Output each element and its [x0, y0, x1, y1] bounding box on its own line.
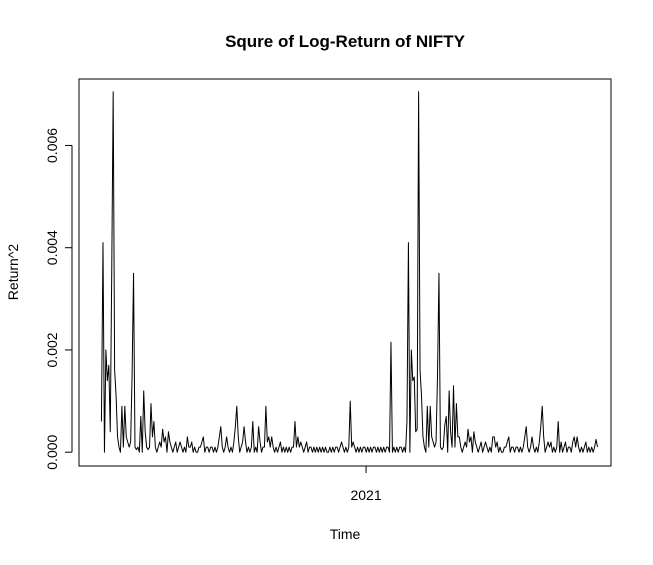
plot-frame [78, 78, 612, 467]
x-axis-label: Time [330, 526, 361, 542]
y-axis: 0.000 0.002 0.004 0.006 [44, 128, 73, 470]
x-axis: 2021 [350, 466, 382, 503]
y-tick-label: 0.004 [44, 230, 60, 265]
chart-title: Squre of Log-Return of NIFTY [225, 32, 466, 51]
y-axis-label: Return^2 [5, 244, 21, 301]
series-line [100, 91, 598, 453]
y-tick-label: 0.006 [44, 128, 60, 163]
y-tick-label: 0.000 [44, 434, 60, 469]
series-layer [100, 91, 598, 453]
y-tick-label: 0.002 [44, 332, 60, 367]
x-tick-label: 2021 [350, 487, 381, 503]
